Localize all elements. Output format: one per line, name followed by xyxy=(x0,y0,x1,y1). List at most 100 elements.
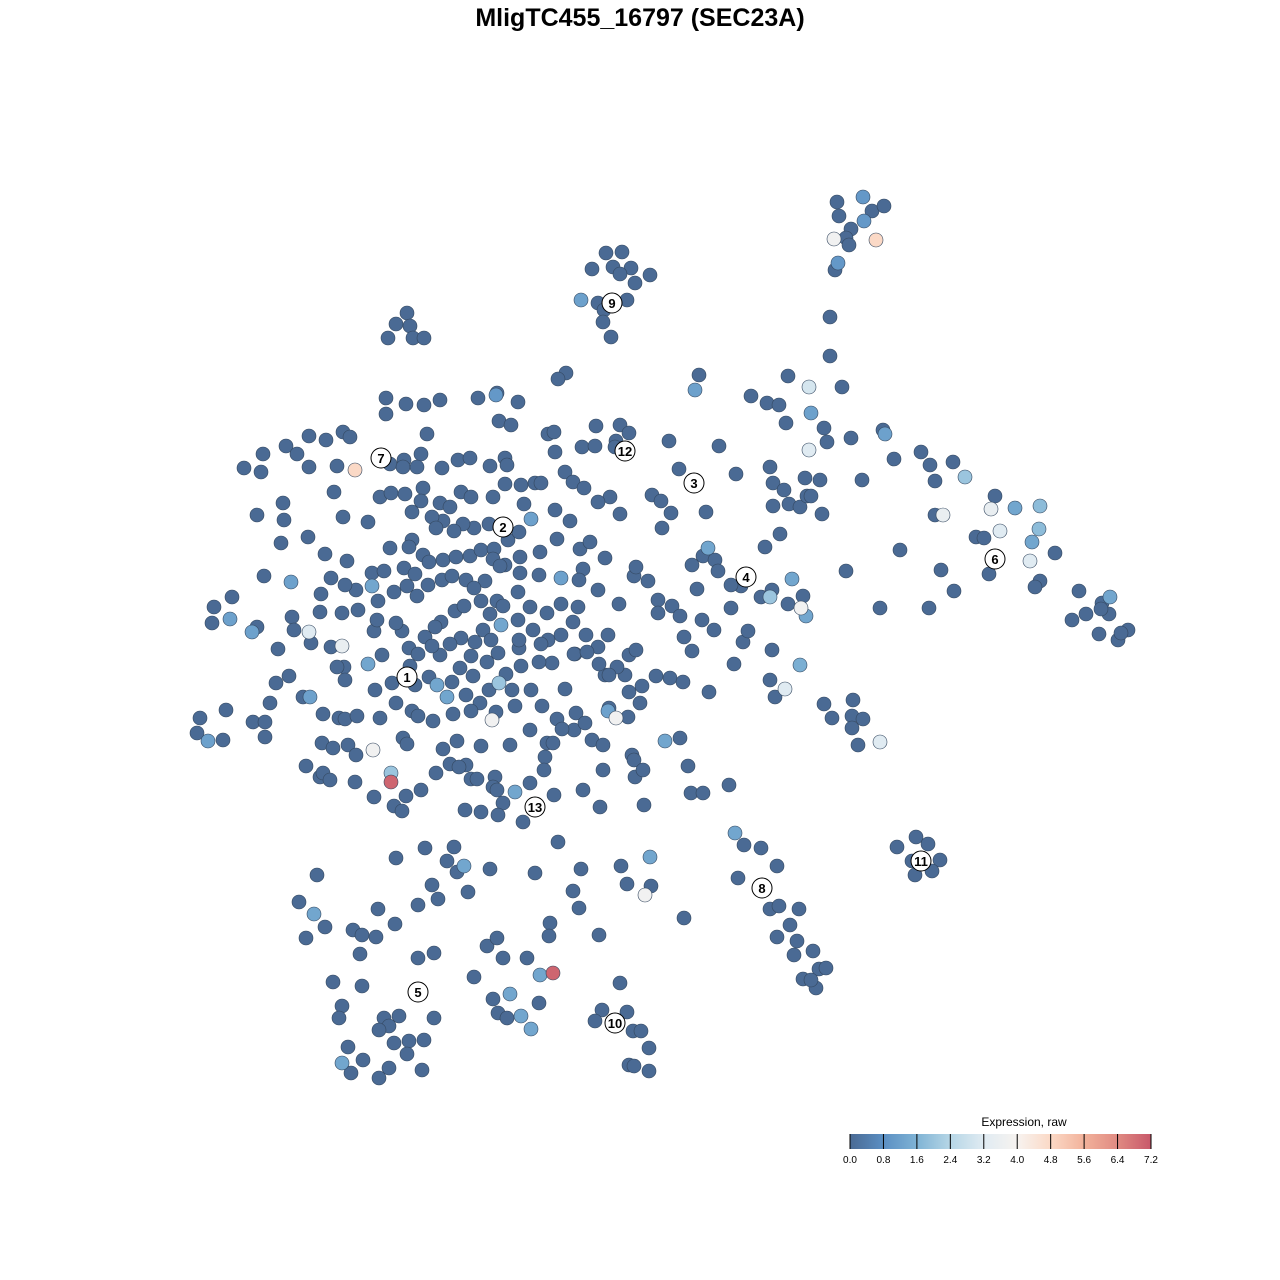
data-point xyxy=(1007,500,1023,516)
colorbar-tick-label: 5.6 xyxy=(1077,1155,1091,1166)
data-point xyxy=(349,708,365,724)
data-point xyxy=(236,460,252,476)
data-point xyxy=(318,432,334,448)
data-point xyxy=(401,1033,417,1049)
data-point xyxy=(541,928,557,944)
data-point xyxy=(557,681,573,697)
data-point xyxy=(642,849,658,865)
data-point xyxy=(249,507,265,523)
data-point xyxy=(595,314,611,330)
data-point xyxy=(522,722,538,738)
data-point xyxy=(792,499,808,515)
data-point xyxy=(442,636,458,652)
data-point xyxy=(493,617,509,633)
data-point xyxy=(892,542,908,558)
data-point xyxy=(592,799,608,815)
data-point xyxy=(416,397,432,413)
data-point xyxy=(313,586,329,602)
data-point xyxy=(473,804,489,820)
data-point xyxy=(805,943,821,959)
data-point xyxy=(452,660,468,676)
data-point xyxy=(364,565,380,581)
data-point xyxy=(449,733,465,749)
data-point xyxy=(533,475,549,491)
data-point xyxy=(355,1052,371,1068)
data-point xyxy=(278,438,294,454)
data-point xyxy=(481,682,497,698)
data-point xyxy=(710,563,726,579)
data-point xyxy=(510,584,526,600)
data-point xyxy=(671,461,687,477)
data-point xyxy=(419,426,435,442)
data-point xyxy=(765,498,781,514)
data-point xyxy=(641,1040,657,1056)
data-point xyxy=(889,839,905,855)
data-point xyxy=(601,667,617,683)
data-point xyxy=(1027,579,1043,595)
data-point xyxy=(343,1065,359,1081)
data-point xyxy=(482,861,498,877)
data-point xyxy=(784,571,800,587)
data-point xyxy=(578,627,594,643)
data-point xyxy=(395,459,411,475)
data-point xyxy=(477,573,493,589)
data-point xyxy=(680,758,696,774)
data-point xyxy=(522,775,538,791)
data-point xyxy=(462,450,478,466)
data-point xyxy=(945,454,961,470)
data-point xyxy=(694,612,710,628)
data-point xyxy=(841,237,857,253)
data-point xyxy=(818,960,834,976)
data-point xyxy=(619,876,635,892)
data-point xyxy=(511,632,527,648)
data-point xyxy=(662,670,678,686)
data-point xyxy=(877,426,893,442)
data-point xyxy=(726,656,742,672)
data-point xyxy=(819,434,835,450)
data-point xyxy=(523,511,539,527)
data-point xyxy=(523,682,539,698)
data-point xyxy=(792,657,808,673)
cluster-label-10: 10 xyxy=(604,1012,626,1034)
colorbar-tick-label: 0.0 xyxy=(843,1155,857,1166)
data-point xyxy=(378,406,394,422)
data-point xyxy=(695,785,711,801)
data-point xyxy=(482,458,498,474)
data-point xyxy=(721,777,737,793)
data-point xyxy=(793,600,809,616)
data-point xyxy=(312,604,328,620)
data-point xyxy=(803,972,819,988)
data-point xyxy=(908,829,924,845)
data-point xyxy=(855,711,871,727)
data-point xyxy=(628,642,644,658)
data-point xyxy=(743,388,759,404)
data-point xyxy=(429,677,445,693)
data-point xyxy=(371,1022,387,1038)
data-point xyxy=(844,720,860,736)
data-point xyxy=(822,348,838,364)
data-point xyxy=(326,484,342,500)
data-point xyxy=(762,672,778,688)
data-point xyxy=(777,681,793,697)
data-point xyxy=(446,839,462,855)
data-point xyxy=(334,1055,350,1071)
data-point xyxy=(244,624,260,640)
data-point xyxy=(653,493,669,509)
data-point xyxy=(306,906,322,922)
data-point xyxy=(698,504,714,520)
data-point xyxy=(347,774,363,790)
data-point xyxy=(410,897,426,913)
data-point xyxy=(409,588,425,604)
data-point xyxy=(413,446,429,462)
data-point xyxy=(661,433,677,449)
data-point xyxy=(771,397,787,413)
data-point xyxy=(587,438,603,454)
data-point xyxy=(691,367,707,383)
data-point xyxy=(489,782,505,798)
data-point xyxy=(365,742,381,758)
data-point xyxy=(286,622,302,638)
data-point xyxy=(329,458,345,474)
data-point xyxy=(334,605,350,621)
data-point xyxy=(283,574,299,590)
data-point xyxy=(439,689,455,705)
